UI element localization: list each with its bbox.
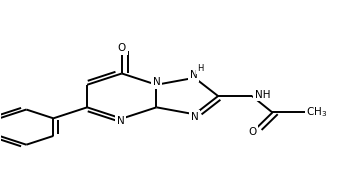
Text: O: O [248, 127, 256, 137]
Text: N: N [190, 70, 198, 80]
Text: H: H [197, 64, 203, 73]
Text: N: N [117, 116, 125, 126]
Text: NH: NH [255, 90, 270, 100]
Text: CH$_3$: CH$_3$ [306, 105, 328, 119]
Text: O: O [118, 43, 126, 53]
Text: N: N [153, 77, 160, 87]
Text: N: N [191, 112, 198, 122]
